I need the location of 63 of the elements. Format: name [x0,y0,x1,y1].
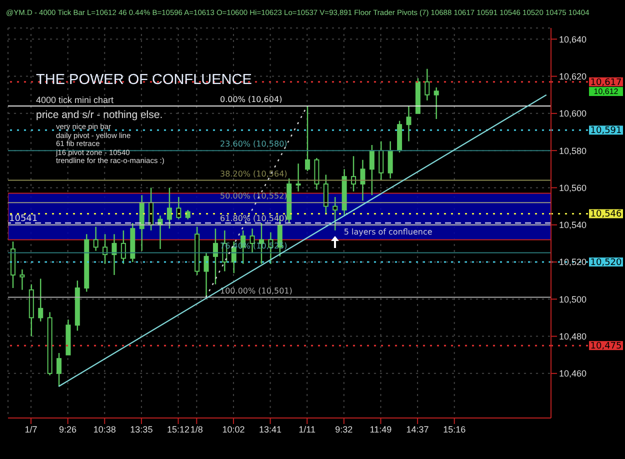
y-tick-label: 10,480 [559,331,587,342]
annotation: price and s/r - nothing else. [36,109,163,121]
y-tick-label: 10,560 [559,182,587,193]
ref-line-label: 50.00% (10,552) [220,192,288,201]
ref-line-label: 10,546 [590,210,622,220]
x-tick-label: 9:26 [59,424,77,434]
candlestick [212,228,218,285]
candlestick [296,162,301,192]
y-tick-label: 10,640 [559,34,587,44]
y-tick-label: 10,540 [559,220,587,230]
candlestick [20,268,25,290]
candlestick [388,140,393,180]
ref-line-label: 10541 [9,214,38,224]
candlestick [56,352,62,388]
x-tick-label: 13:35 [130,424,153,434]
ref-line-label: 23.60% (10,580) [220,140,288,149]
y-tick-label: 10,620 [559,71,587,82]
candlestick [120,230,126,264]
candlestick [305,105,310,172]
x-tick-label: 14:37 [406,424,429,434]
ref-line-label: 10,520 [590,258,622,268]
candlestick [38,278,44,322]
ref-line-label: 10,617 [590,78,622,88]
x-tick-label: 1/11 [298,424,316,434]
y-tick-label: 10,600 [559,108,587,119]
text: 4000 tick mini chart [36,95,114,105]
x-tick-label: 11:49 [370,424,392,434]
x-tick-label: 15:16 [443,424,466,434]
x-tick-label: 1/7 [24,424,38,434]
candlestick [351,156,356,192]
y-tick-label: 10,460 [559,368,587,379]
candlestick [112,234,117,276]
x-tick-label: 15:12 [166,424,190,434]
ref-line-label: 10,591 [590,126,622,136]
ref-line-label: 10,475 [590,342,622,352]
y-tick-label: 10,580 [559,146,587,156]
candlestick [176,196,182,220]
candlestick [204,252,209,298]
candlestick [185,209,190,220]
band-label: 5 layers of confluence [344,228,432,237]
ref-line-label: 0.00% (10,604) [220,95,282,104]
text: THE POWER OF CONFLUENCE [36,72,252,88]
candlestick [378,140,384,181]
y-tick-label: 10,520 [559,257,587,268]
x-tick-label: 9:32 [335,424,353,434]
candlestick [323,174,328,214]
candlestick [360,159,366,202]
ref-line-label: 38.20% (10,564) [220,169,288,178]
x-tick-label: 13:41 [259,424,282,434]
candlestick [369,144,374,196]
candlestick [166,187,172,230]
candlestick [93,226,98,252]
candlestick [424,68,430,102]
y-tick-label: 10,500 [559,294,587,304]
candlestick [434,86,439,120]
candlestick [332,196,338,232]
candlestick [102,234,108,264]
text: 10,612 [589,86,623,96]
x-tick-label: 1/8 [190,424,203,434]
x-tick-label: 10:02 [222,424,245,434]
ref-line-label: 100.00% (10,501) [220,286,292,296]
candlestick [406,105,412,142]
x-tick-label: 10:38 [93,424,116,434]
